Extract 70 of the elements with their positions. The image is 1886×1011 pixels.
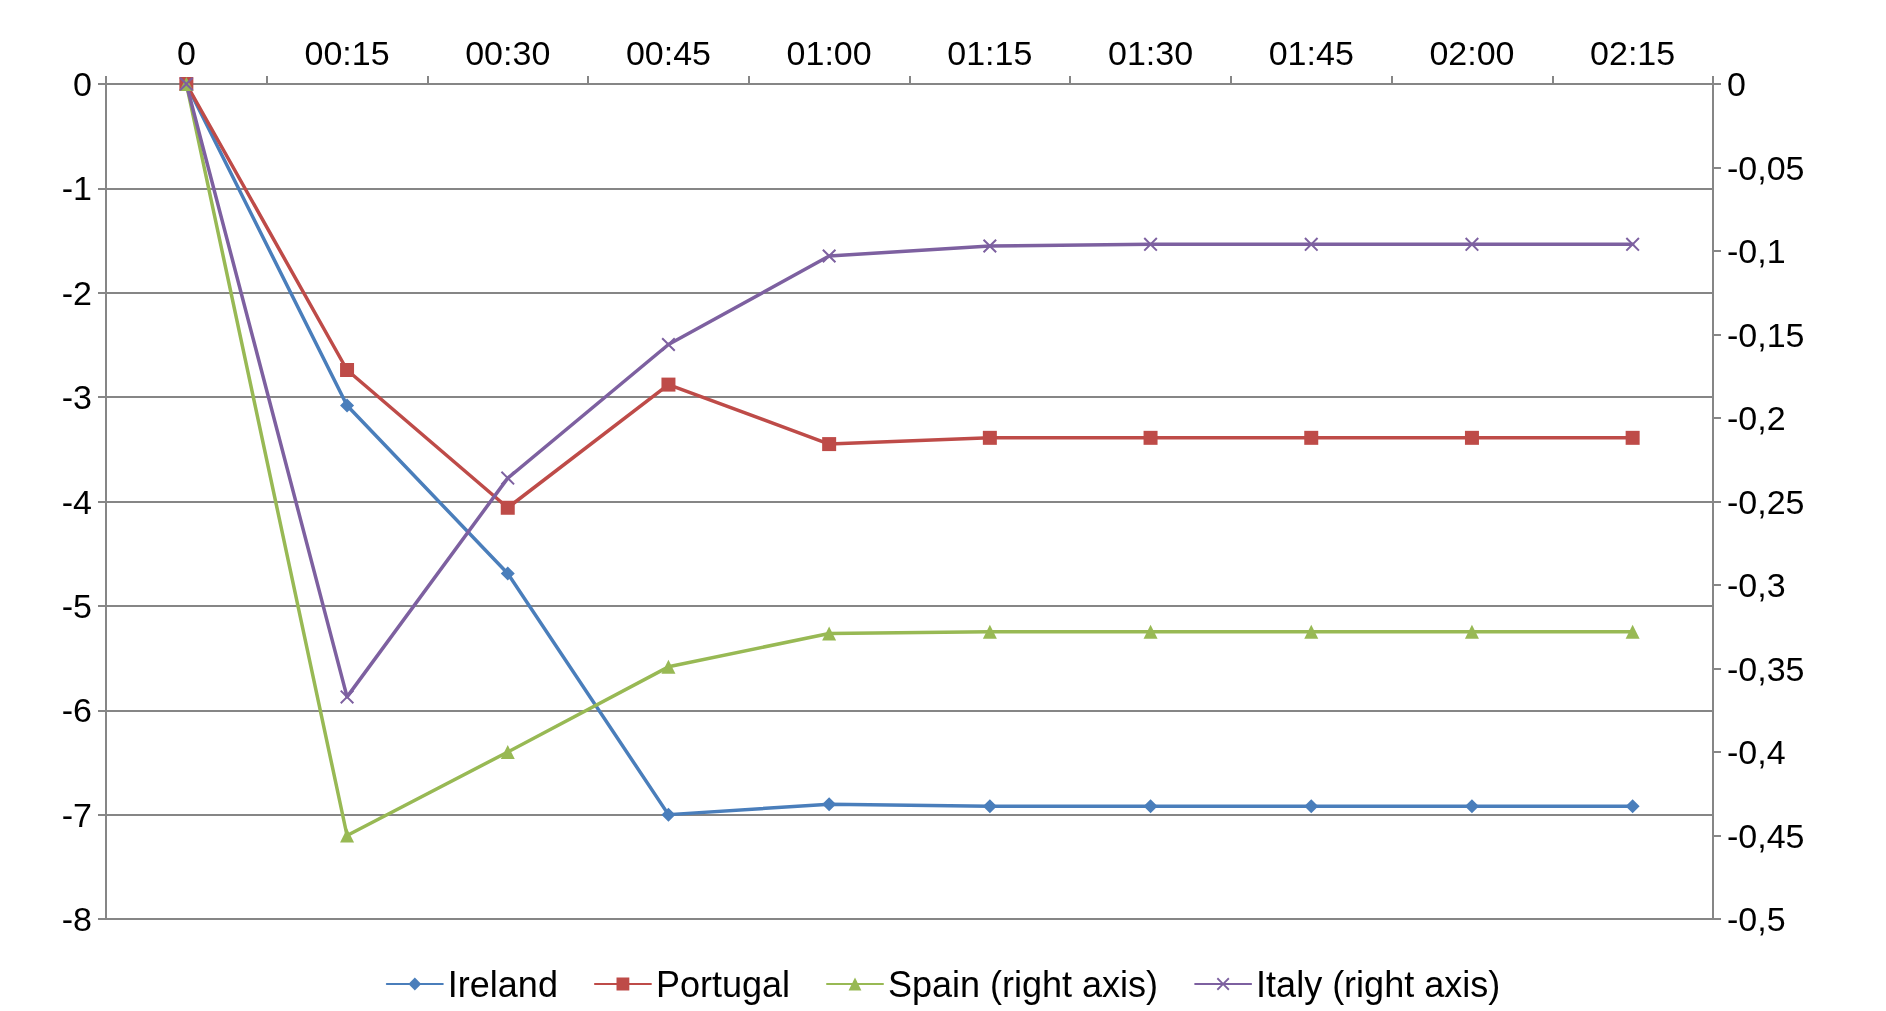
legend-label: Ireland [447, 963, 558, 1005]
y-tick-label: -6 [61, 691, 92, 730]
y2-tick-label: -0,2 [1727, 399, 1786, 437]
point [1143, 799, 1158, 814]
y2-tick-label: 0 [1727, 65, 1746, 103]
point [1143, 237, 1158, 252]
x-tick-label: 02:15 [1590, 34, 1676, 72]
point [982, 624, 997, 639]
y2-tick-label: -0,15 [1727, 315, 1805, 354]
point [1625, 430, 1640, 445]
point [661, 659, 676, 674]
point [340, 828, 355, 843]
y-tick-label: -4 [61, 482, 92, 521]
point [822, 437, 837, 452]
point [661, 337, 676, 352]
point [340, 362, 355, 377]
point [1625, 799, 1640, 814]
y-tick-label: 0 [73, 65, 92, 103]
x-tick-label: 01:45 [1268, 34, 1354, 72]
point [1625, 624, 1640, 639]
point [500, 745, 515, 759]
y2-tick-label: -0,35 [1727, 649, 1805, 688]
point [1464, 799, 1479, 814]
point [500, 566, 515, 581]
x-tick-label: 00:30 [465, 34, 551, 72]
x-tick-label: 00:45 [625, 34, 711, 72]
legend-label: Portugal [655, 963, 791, 1005]
point [500, 471, 515, 486]
legend-label: Spain (right axis) [888, 963, 1159, 1005]
point [1143, 430, 1158, 445]
y2-tick-label: -0,1 [1727, 232, 1786, 270]
x-tick-label: 0 [176, 34, 196, 72]
x-tick-label: 01:30 [1108, 34, 1194, 72]
legend-label: Italy (right axis) [1256, 963, 1501, 1005]
x-tick-label: 02:00 [1429, 34, 1515, 72]
y2-tick-label: -0,25 [1727, 482, 1805, 521]
point [822, 626, 837, 641]
y-tick-label: -3 [61, 378, 92, 417]
point [500, 500, 515, 515]
point [982, 238, 997, 253]
y-tick-label: -7 [61, 795, 92, 834]
point [1625, 237, 1640, 252]
point [340, 689, 355, 704]
y-tick-label: -2 [61, 273, 92, 312]
y2-tick-label: -0,45 [1727, 816, 1805, 855]
y-tick-label: -5 [61, 586, 92, 625]
point [1143, 624, 1158, 639]
point [661, 377, 676, 392]
point [1464, 430, 1479, 445]
x-tick-label: 00:15 [304, 34, 390, 72]
x-tick-label: 01:00 [786, 34, 872, 72]
y2-tick-label: -0,05 [1727, 148, 1805, 187]
point [1464, 237, 1479, 252]
y-tick-label: -1 [61, 169, 92, 208]
point [982, 799, 997, 814]
x-tick-label: 01:15 [947, 34, 1033, 72]
point [340, 398, 355, 413]
point [1464, 624, 1479, 639]
point [1304, 430, 1319, 445]
point [822, 797, 837, 812]
point [822, 249, 837, 264]
y2-tick-label: -0,3 [1727, 566, 1786, 604]
point [1304, 799, 1319, 814]
y2-tick-label: -0,5 [1727, 900, 1786, 938]
point [982, 430, 997, 445]
y2-tick-label: -0,4 [1727, 733, 1786, 771]
point [1304, 624, 1319, 639]
point [1304, 237, 1319, 252]
point [661, 807, 676, 822]
y-tick-label: -8 [61, 900, 92, 938]
